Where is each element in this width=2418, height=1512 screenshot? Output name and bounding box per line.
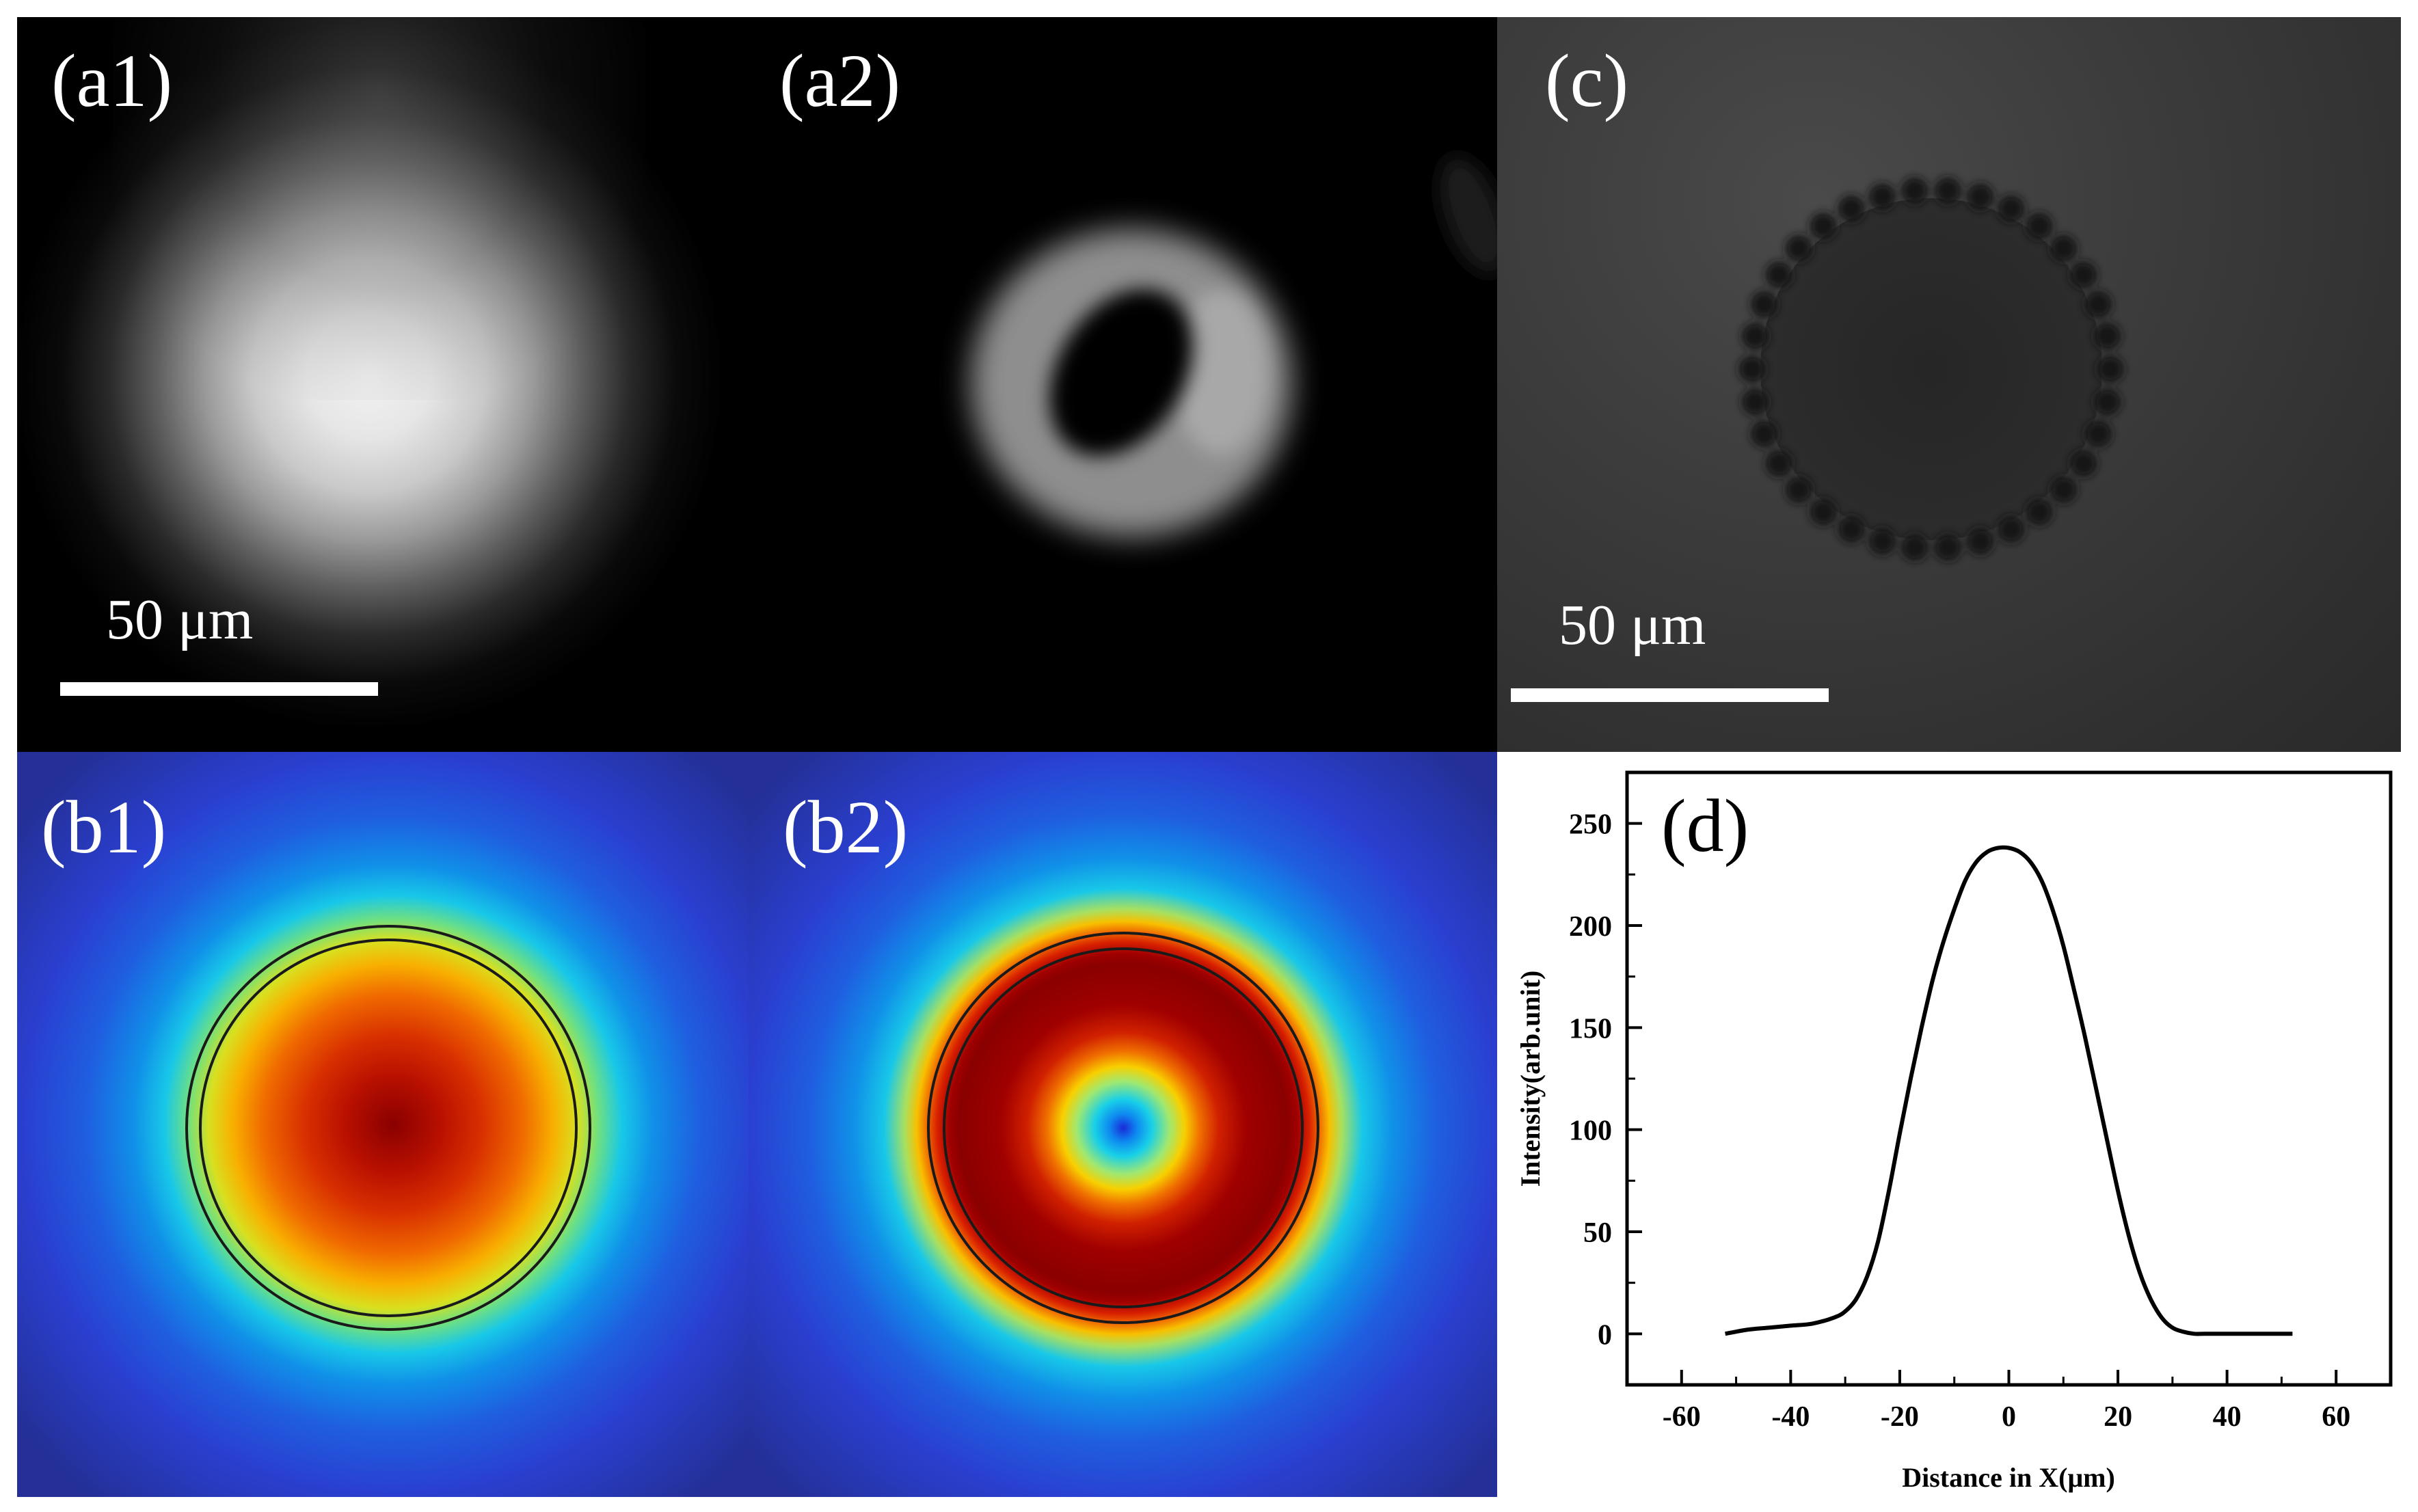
y-tick-label: 0 — [1598, 1319, 1612, 1351]
panel-a2-donut-mode-image: (a2) — [749, 17, 1497, 752]
air-hole — [1750, 420, 1778, 448]
air-hole — [1966, 183, 1994, 211]
air-hole — [1838, 515, 1866, 543]
donut-bright-lobe — [1172, 291, 1268, 455]
x-tick-label: 20 — [2104, 1401, 2132, 1433]
b2-inner-circle — [943, 947, 1304, 1308]
air-hole — [1765, 261, 1793, 289]
air-hole — [1966, 528, 1994, 555]
panel-c-fiber-endface-image: (c) 50 μm — [1497, 17, 2401, 752]
panel-b2-label: (b2) — [783, 785, 909, 869]
panel-a2-label: (a2) — [779, 39, 901, 122]
panel-b2-fiber-outline — [927, 932, 1319, 1324]
air-hole — [1900, 533, 1929, 561]
x-tick-label: 0 — [2002, 1401, 2016, 1433]
b1-inner-circle — [199, 939, 578, 1317]
panel-a1-background-glow — [113, 17, 646, 400]
air-hole — [2097, 355, 2124, 383]
panel-b1-label: (b1) — [41, 785, 167, 869]
air-hole — [1741, 388, 1769, 416]
x-tick-label: -40 — [1771, 1401, 1810, 1433]
air-hole — [2093, 322, 2121, 350]
x-tick-label: 40 — [2213, 1401, 2242, 1433]
air-hole — [1838, 195, 1866, 223]
fiber-core-region — [1760, 198, 2102, 540]
air-hole — [2069, 449, 2097, 477]
y-tick-label: 50 — [1583, 1217, 1612, 1249]
air-hole — [1900, 177, 1929, 205]
air-hole — [1997, 195, 2025, 223]
air-hole — [2084, 420, 2112, 448]
b1-outer-circle — [185, 925, 591, 1331]
air-hole — [1765, 449, 1793, 477]
panel-a2-donut-graphic — [971, 157, 1497, 537]
b2-outer-circle — [927, 932, 1319, 1324]
air-hole — [1810, 212, 1838, 240]
air-hole — [1741, 322, 1769, 350]
air-hole — [1934, 177, 1962, 205]
intensity-profile-chart: 0 50 100 150 200 250 -60 -40 -20 0 20 40 60 (d) Dis… — [1515, 770, 2393, 1493]
x-tick-label: -20 — [1881, 1401, 1919, 1433]
panel-d-label: (d) — [1661, 784, 1749, 867]
air-hole — [2084, 291, 2112, 319]
panel-c-label: (c) — [1545, 39, 1629, 122]
panel-b2-simulated-donut-mode: (b2) — [749, 752, 1497, 1497]
panel-a1-fundamental-mode-image: (a1) 50 μm — [17, 17, 749, 752]
panel-b1-simulated-fundamental-mode: (b1) — [17, 752, 749, 1497]
air-hole — [1868, 183, 1896, 211]
y-tick-label: 150 — [1569, 1013, 1612, 1044]
panel-a1-label: (a1) — [51, 39, 173, 122]
panel-a1-scale-bar — [60, 682, 378, 696]
x-axis-label: Distance in X(μm) — [1902, 1462, 2115, 1493]
air-hole — [2025, 212, 2053, 240]
air-hole — [1868, 528, 1896, 555]
x-tick-label: -60 — [1663, 1401, 1701, 1433]
intensity-curve — [1725, 845, 2293, 1336]
air-hole — [2093, 388, 2121, 416]
panel-b1-fiber-outline — [185, 925, 591, 1331]
donut-stray-reflection — [1440, 157, 1497, 274]
donut-dark-core — [1049, 288, 1193, 457]
panel-a1-scale-text: 50 μm — [106, 588, 254, 651]
y-tick-label: 200 — [1569, 911, 1612, 943]
panel-c-scale-text: 50 μm — [1559, 593, 1706, 657]
air-hole — [2069, 261, 2097, 289]
y-tick-label: 250 — [1569, 809, 1612, 841]
y-axis-label: Intensity(arb.unit) — [1515, 971, 1546, 1187]
panel-c-scale-bar — [1511, 688, 1829, 702]
air-hole — [2050, 234, 2078, 262]
air-hole — [1785, 234, 1813, 262]
air-hole — [1934, 533, 1962, 561]
air-hole — [1997, 515, 2025, 543]
air-hole — [1810, 498, 1838, 526]
air-hole — [1750, 291, 1778, 319]
panel-d-intensity-profile-chart: 0 50 100 150 200 250 -60 -40 -20 0 20 40 60 (d) Dis… — [1497, 752, 2401, 1497]
air-hole — [1738, 355, 1766, 383]
panel-c-air-hole-ring — [1738, 177, 2124, 561]
air-hole — [2050, 476, 2078, 504]
x-tick-label: 60 — [2322, 1401, 2350, 1433]
y-tick-label: 100 — [1569, 1116, 1612, 1147]
air-hole — [1785, 476, 1813, 504]
air-hole — [2025, 498, 2053, 526]
